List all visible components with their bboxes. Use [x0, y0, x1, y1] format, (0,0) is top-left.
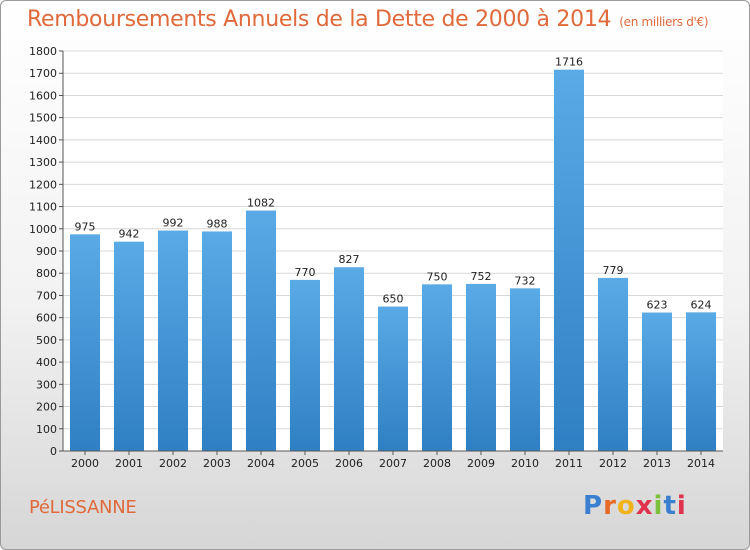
x-tick-label: 2014 [687, 457, 715, 470]
bar [378, 306, 408, 451]
logo-letter: i [653, 491, 664, 521]
bar [70, 234, 100, 451]
x-tick-label: 2005 [291, 457, 319, 470]
logo-letter: t [663, 491, 677, 521]
town-name: PéLISSANNE [29, 497, 137, 518]
y-tick-label: 700 [36, 289, 57, 302]
value-label: 624 [691, 298, 712, 311]
bar [422, 284, 452, 451]
bar [246, 210, 276, 451]
value-label: 770 [295, 266, 316, 279]
y-tick-label: 1200 [29, 178, 57, 191]
chart-title-text: Remboursements Annuels de la Dette de 20… [27, 7, 612, 32]
y-tick-label: 1600 [29, 89, 57, 102]
y-tick-label: 1500 [29, 112, 57, 125]
x-tick-label: 2013 [643, 457, 671, 470]
x-tick-label: 2011 [555, 457, 583, 470]
logo-letter: o [616, 491, 636, 521]
x-tick-label: 2007 [379, 457, 407, 470]
bar [510, 288, 540, 451]
chart-unit: (en milliers d'€) [619, 15, 709, 29]
bar [334, 267, 364, 451]
y-tick-label: 400 [36, 356, 57, 369]
y-tick-label: 100 [36, 423, 57, 436]
y-tick-label: 300 [36, 378, 57, 391]
x-tick-label: 2008 [423, 457, 451, 470]
y-tick-label: 1000 [29, 223, 57, 236]
y-tick-label: 500 [36, 334, 57, 347]
logo-letter: r [603, 491, 617, 521]
x-tick-label: 2009 [467, 457, 495, 470]
value-label: 732 [515, 274, 536, 287]
value-label: 1716 [555, 56, 583, 69]
x-tick-label: 2006 [335, 457, 363, 470]
bar [158, 230, 188, 451]
x-tick-label: 2003 [203, 457, 231, 470]
y-tick-label: 1800 [29, 45, 57, 58]
bar [202, 231, 232, 451]
y-tick-label: 0 [50, 445, 57, 458]
x-tick-label: 2001 [115, 457, 143, 470]
bar [642, 312, 672, 451]
logo-letter: P [583, 491, 604, 521]
x-tick-label: 2004 [247, 457, 275, 470]
y-tick-label: 1300 [29, 156, 57, 169]
value-label: 992 [163, 217, 184, 230]
bar [686, 312, 716, 451]
x-tick-label: 2002 [159, 457, 187, 470]
chart-title: Remboursements Annuels de la Dette de 20… [27, 7, 709, 32]
value-label: 623 [647, 299, 668, 312]
logo-letter: x [635, 491, 654, 521]
y-tick-label: 1400 [29, 134, 57, 147]
logo-letter: i [676, 491, 687, 521]
value-label: 650 [383, 293, 404, 306]
bar [554, 69, 584, 452]
x-tick-label: 2000 [71, 457, 99, 470]
value-label: 942 [119, 228, 140, 241]
x-tick-label: 2012 [599, 457, 627, 470]
value-label: 827 [339, 253, 360, 266]
y-tick-label: 1100 [29, 201, 57, 214]
x-tick-label: 2010 [511, 457, 539, 470]
proxiti-logo: Proxiti [583, 491, 687, 521]
bar [598, 277, 628, 451]
value-label: 752 [471, 270, 492, 283]
value-label: 988 [207, 217, 228, 230]
value-label: 1082 [247, 197, 275, 210]
y-tick-label: 900 [36, 245, 57, 258]
y-tick-label: 1700 [29, 67, 57, 80]
y-tick-label: 200 [36, 401, 57, 414]
value-label: 779 [603, 264, 624, 277]
y-tick-label: 800 [36, 267, 57, 280]
bar [290, 279, 320, 451]
value-label: 975 [75, 220, 96, 233]
value-label: 750 [427, 270, 448, 283]
y-tick-label: 600 [36, 312, 57, 325]
bar [114, 241, 144, 451]
bar [466, 283, 496, 451]
